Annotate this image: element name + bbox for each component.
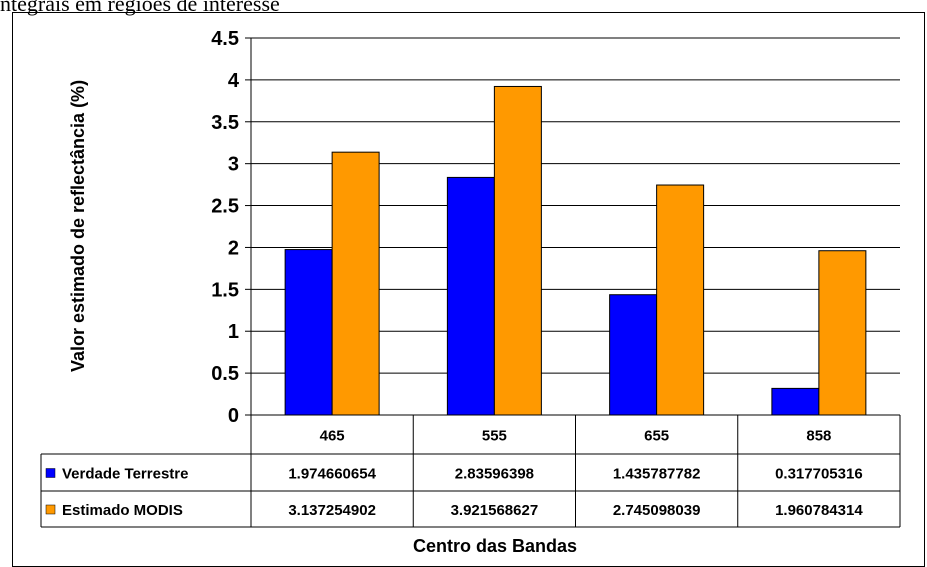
data-cell: 3.921568627 — [451, 502, 539, 519]
bar-verdade-terrestre — [771, 387, 820, 416]
bar-estimado-modis — [493, 85, 542, 416]
category-label: 465 — [320, 428, 345, 445]
bar-verdade-terrestre — [284, 249, 333, 416]
bar-estimado-modis — [818, 250, 867, 416]
data-cell: 2.745098039 — [613, 502, 701, 519]
series-name: Estimado MODIS — [62, 502, 183, 519]
y-tick-label: 4.5 — [211, 28, 239, 50]
data-cell: 1.435787782 — [613, 466, 701, 483]
category-label: 555 — [482, 428, 507, 445]
y-tick-label: 3.5 — [211, 112, 239, 134]
legend-key-verdade-terrestre — [45, 468, 56, 478]
category-label: 655 — [644, 428, 669, 445]
y-tick-label: 1.5 — [211, 279, 239, 301]
y-tick-label: 2.5 — [211, 196, 239, 218]
y-tick-label: 0.5 — [211, 363, 239, 385]
data-cell: 2.83596398 — [455, 466, 534, 483]
x-axis-title: Centro das Bandas — [413, 536, 577, 556]
category-label: 858 — [806, 428, 831, 445]
bar-estimado-modis — [331, 151, 380, 416]
y-axis-title: Valor estimado de reflectância (%) — [68, 80, 88, 372]
y-tick-label: 1 — [228, 321, 239, 343]
series-name: Verdade Terrestre — [62, 466, 188, 483]
data-cell: 1.960784314 — [775, 502, 863, 519]
bar-verdade-terrestre — [609, 294, 658, 416]
data-cell: 3.137254902 — [288, 502, 376, 519]
bar-verdade-terrestre — [446, 176, 495, 416]
y-tick-label: 2 — [228, 237, 239, 259]
data-cell: 1.974660654 — [288, 466, 376, 483]
y-tick-label: 0 — [228, 405, 239, 427]
data-cell: 0.317705316 — [775, 466, 863, 483]
data-table: 465 555 655 858 Verdade Terrestre 1.974660654… — [40, 414, 901, 528]
axes: 0 0.5 1 1.5 2 2.5 3 3.5 4 4.5 — [211, 28, 252, 427]
bar-estimado-modis — [656, 184, 705, 416]
bars — [284, 85, 867, 416]
legend-key-estimado-modis — [45, 504, 56, 515]
y-tick-label: 4 — [228, 70, 240, 92]
y-tick-label: 3 — [228, 154, 239, 176]
